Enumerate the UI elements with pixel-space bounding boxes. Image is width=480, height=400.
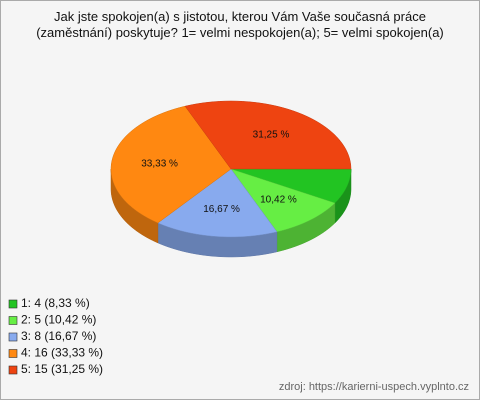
- chart-title: Jak jste spokojen(a) s jistotou, kterou …: [36, 9, 444, 40]
- legend-swatch: [8, 349, 18, 358]
- legend-swatch: [8, 299, 18, 309]
- legend-label: 5: 15 (31,25 %): [21, 362, 103, 376]
- slice: [110, 105, 232, 224]
- value-label: 16,67 %: [203, 204, 240, 215]
- legend-swatch: [8, 332, 18, 342]
- slice: [230, 168, 352, 204]
- source: zdroj: https://karierni-uspech.vyplnto.c…: [279, 381, 469, 393]
- slice: [184, 100, 352, 170]
- legend-swatch: [8, 365, 18, 375]
- legend-label: 2: 5 (10,42 %): [21, 313, 96, 327]
- legend-label: 3: 8 (16,67 %): [21, 329, 96, 343]
- slice: [157, 168, 278, 238]
- legend-label: 4: 16 (33,33 %): [21, 346, 103, 360]
- legend-label: 1: 4 (8,33 %): [21, 296, 90, 310]
- slice: [230, 168, 336, 233]
- value-label: 10,42 %: [260, 194, 297, 205]
- value-label: 31,25 %: [253, 130, 290, 141]
- legend-swatch: [8, 316, 18, 325]
- value-label: 33,33 %: [141, 158, 178, 169]
